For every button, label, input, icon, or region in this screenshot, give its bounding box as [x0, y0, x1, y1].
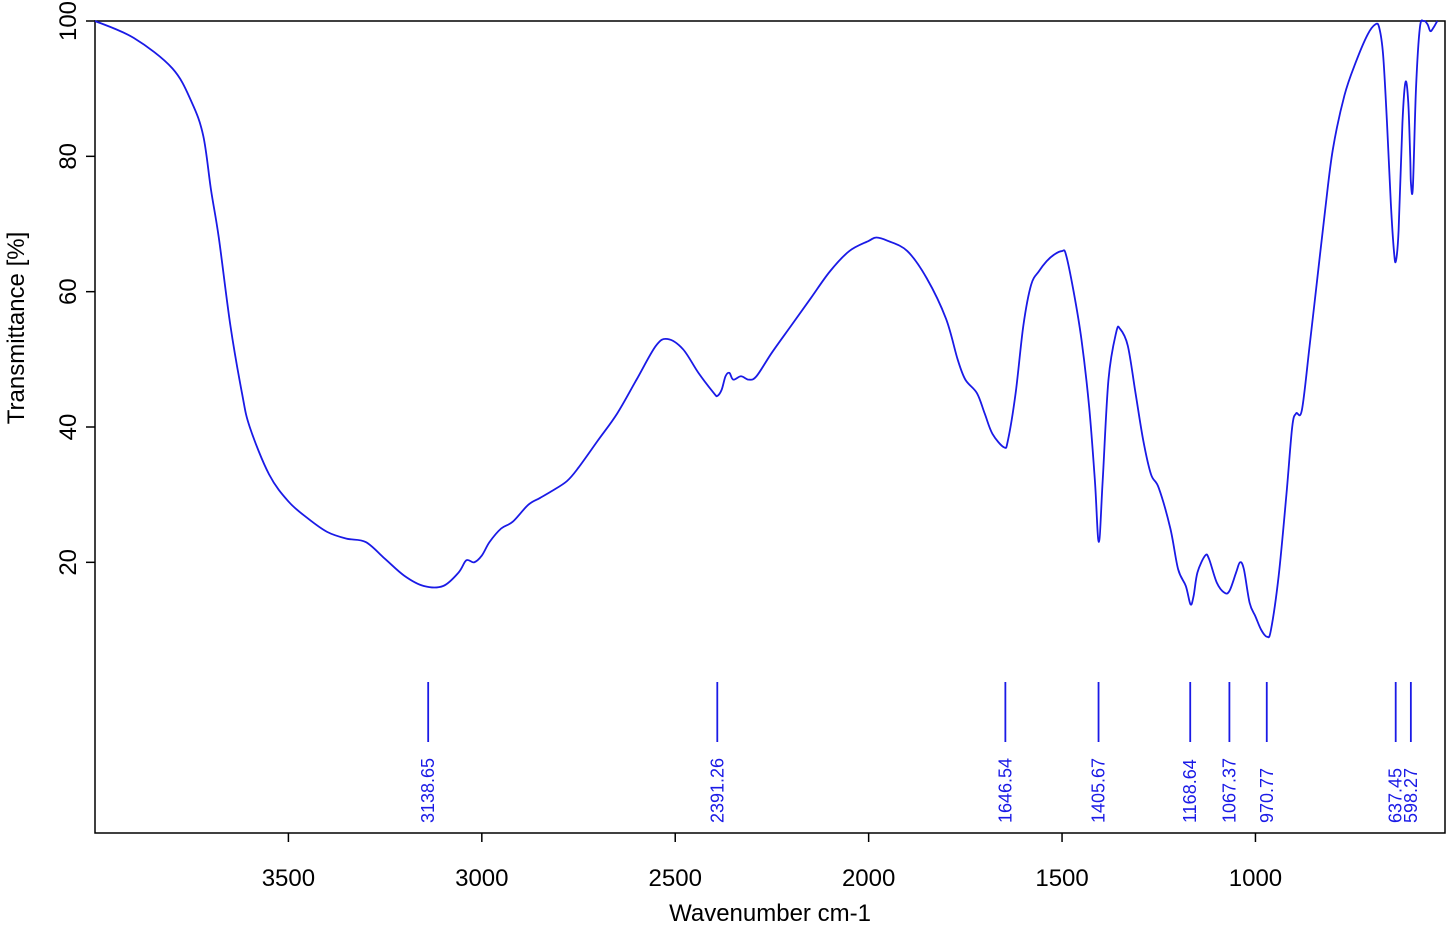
x-tick-label: 3500 [262, 865, 315, 892]
y-tick-label: 40 [55, 414, 82, 441]
y-tick-label: 100 [55, 1, 82, 41]
y-axis-title: Transmittance [%] [3, 232, 30, 425]
y-tick-label: 60 [55, 278, 82, 305]
x-tick-label: 2500 [649, 865, 702, 892]
peak-label: 1168.64 [1180, 759, 1200, 823]
peak-label: 970.77 [1257, 768, 1277, 823]
x-axis: 3500 3000 2500 2000 1500 1000 [262, 833, 1282, 892]
y-tick-label: 80 [55, 143, 82, 170]
y-axis: 20 40 60 80 100 [55, 1, 95, 576]
peak-label: 598.27 [1401, 768, 1421, 823]
peak-label: 1067.37 [1219, 758, 1239, 823]
spectrum-line [94, 19, 1439, 639]
x-tick-label: 2000 [842, 865, 895, 892]
y-tick-label: 20 [55, 549, 82, 576]
x-axis-title: Wavenumber cm-1 [669, 900, 871, 927]
peak-label: 1405.67 [1089, 758, 1109, 823]
peak-markers: 3138.65 2391.26 1646.54 1405.67 1168.64 1067.… [418, 682, 1421, 823]
x-tick-label: 1000 [1229, 865, 1282, 892]
peak-label: 2391.26 [707, 758, 727, 823]
peak-label: 3138.65 [418, 758, 438, 823]
x-tick-label: 1500 [1035, 865, 1088, 892]
x-tick-label: 3000 [455, 865, 508, 892]
peak-label: 1646.54 [995, 758, 1015, 823]
peak-label: 637.45 [1386, 768, 1406, 823]
plot-frame [94, 20, 1446, 834]
